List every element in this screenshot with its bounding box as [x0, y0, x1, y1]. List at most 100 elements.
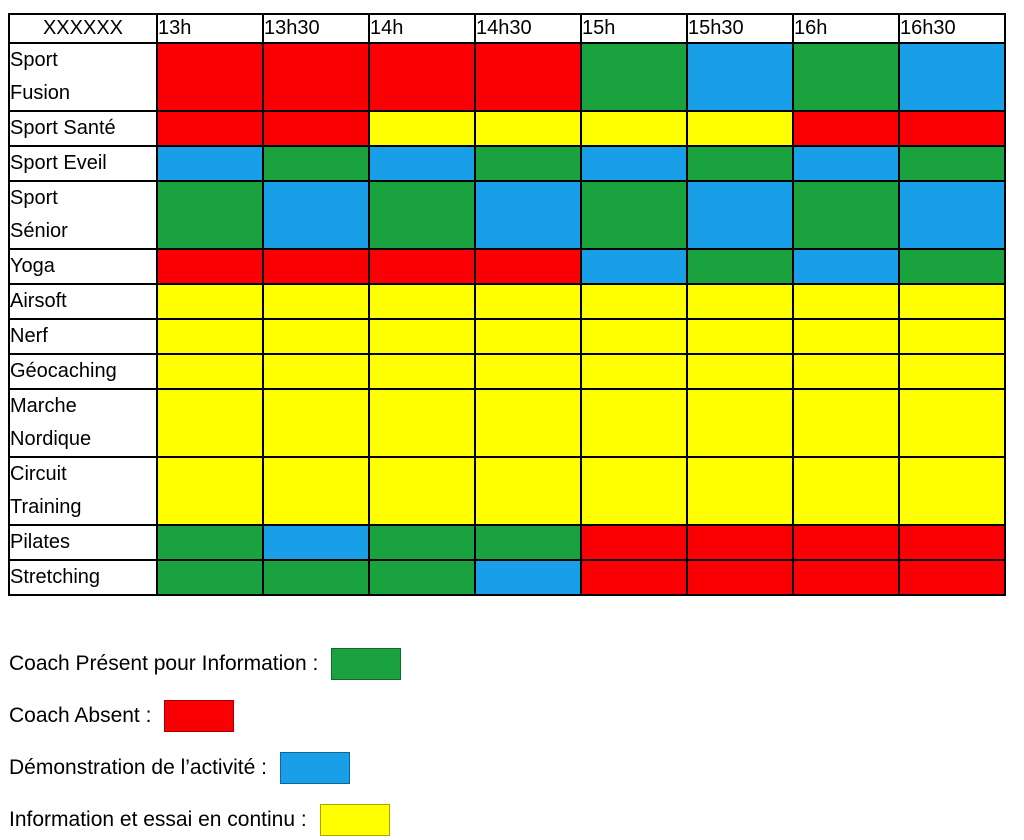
schedule-cell-yellow — [898, 318, 1006, 355]
table-row-3: Sport Sénior — [8, 180, 1006, 250]
row-label-line: Pilates — [10, 531, 71, 553]
schedule-cell-blue — [580, 145, 688, 182]
time-header-15h: 15h — [580, 13, 688, 44]
row-label-line: Airsoft — [10, 290, 67, 312]
schedule-cell-yellow — [262, 456, 370, 526]
schedule-cell-green — [686, 248, 794, 285]
schedule-cell-green — [792, 180, 900, 250]
schedule-cell-yellow — [474, 283, 582, 320]
schedule-cell-red — [898, 110, 1006, 147]
row-label: Pilates — [8, 524, 158, 561]
legend-item: Coach Présent pour Information : — [9, 647, 1016, 680]
schedule-cell-red — [792, 559, 900, 596]
row-label-line: Géocaching — [10, 360, 117, 382]
schedule-cell-yellow — [474, 388, 582, 458]
schedule-cell-yellow — [368, 318, 476, 355]
legend-swatch-red — [164, 699, 235, 732]
schedule-cell-yellow — [368, 353, 476, 390]
schedule-cell-yellow — [792, 283, 900, 320]
schedule-cell-yellow — [580, 318, 688, 355]
table-row-7: Géocaching — [8, 353, 1006, 390]
row-label: Marche Nordique — [8, 388, 158, 458]
schedule-cell-yellow — [792, 318, 900, 355]
schedule-cell-green — [262, 145, 370, 182]
legend-item: Information et essai en continu : — [9, 803, 1016, 836]
time-header-13h: 13h — [156, 13, 264, 44]
legend-label: Information et essai en continu : — [9, 807, 307, 831]
row-label-line: Nordique — [10, 428, 92, 450]
row-label-line: Sport Eveil — [10, 152, 107, 174]
schedule-cell-yellow — [474, 110, 582, 147]
row-label-line: Sport — [10, 187, 58, 209]
schedule-cell-red — [580, 524, 688, 561]
time-header-14h: 14h — [368, 13, 476, 44]
schedule-cell-yellow — [368, 388, 476, 458]
schedule-cell-yellow — [898, 388, 1006, 458]
schedule-cell-blue — [156, 145, 264, 182]
row-label-line: Stretching — [10, 566, 101, 588]
row-label: Airsoft — [8, 283, 158, 320]
schedule-cell-yellow — [580, 353, 688, 390]
schedule-cell-yellow — [686, 283, 794, 320]
schedule-cell-green — [474, 145, 582, 182]
schedule-cell-yellow — [474, 353, 582, 390]
row-label-line: Sport — [10, 49, 58, 71]
schedule-cell-yellow — [686, 456, 794, 526]
schedule-cell-green — [580, 180, 688, 250]
row-label-line: Fusion — [10, 82, 71, 104]
schedule-cell-yellow — [898, 283, 1006, 320]
row-label: Sport Eveil — [8, 145, 158, 182]
schedule-cell-yellow — [262, 283, 370, 320]
row-label: Yoga — [8, 248, 158, 285]
schedule-cell-red — [156, 248, 264, 285]
schedule-cell-red — [686, 559, 794, 596]
schedule-cell-red — [474, 42, 582, 112]
schedule-cell-red — [792, 524, 900, 561]
schedule-cell-green — [156, 524, 264, 561]
schedule-cell-red — [368, 42, 476, 112]
table-row-8: Marche Nordique — [8, 388, 1006, 458]
schedule-cell-yellow — [156, 318, 264, 355]
schedule-cell-yellow — [474, 456, 582, 526]
schedule-cell-red — [580, 559, 688, 596]
row-label: Nerf — [8, 318, 158, 355]
schedule-cell-green — [898, 145, 1006, 182]
schedule-cell-blue — [474, 559, 582, 596]
schedule-cell-yellow — [580, 110, 688, 147]
row-label-line: Sport Santé — [10, 117, 116, 139]
schedule-cell-red — [156, 110, 264, 147]
schedule-cell-red — [262, 248, 370, 285]
schedule-cell-blue — [262, 180, 370, 250]
schedule-cell-yellow — [156, 456, 264, 526]
schedule-cell-yellow — [156, 283, 264, 320]
schedule-cell-yellow — [686, 388, 794, 458]
row-label: Circuit Training — [8, 456, 158, 526]
time-header-15h30: 15h30 — [686, 13, 794, 44]
schedule-cell-yellow — [686, 110, 794, 147]
schedule-cell-yellow — [792, 388, 900, 458]
table-row-1: Sport Santé — [8, 110, 1006, 147]
schedule-cell-blue — [368, 145, 476, 182]
schedule-cell-green — [156, 559, 264, 596]
schedule-cell-blue — [686, 180, 794, 250]
schedule-cell-red — [686, 524, 794, 561]
schedule-cell-blue — [898, 42, 1006, 112]
schedule-cell-green — [156, 180, 264, 250]
schedule-cell-yellow — [686, 353, 794, 390]
schedule-cell-green — [792, 42, 900, 112]
schedule-cell-green — [474, 524, 582, 561]
schedule-cell-yellow — [898, 456, 1006, 526]
schedule-cell-yellow — [792, 456, 900, 526]
schedule-cell-yellow — [262, 388, 370, 458]
legend-swatch-green — [331, 647, 402, 680]
legend-label: Démonstration de l’activité : — [9, 755, 267, 779]
schedule-cell-blue — [580, 248, 688, 285]
table-row-0: Sport Fusion — [8, 42, 1006, 112]
schedule-cell-red — [898, 559, 1006, 596]
table-row-11: Stretching — [8, 559, 1006, 596]
header-row: XXXXXX 13h 13h30 14h 14h30 15h 15h30 16h 16h30 — [8, 13, 1006, 44]
row-label-line: Training — [10, 496, 82, 518]
schedule-cell-yellow — [156, 353, 264, 390]
schedule-cell-blue — [262, 524, 370, 561]
